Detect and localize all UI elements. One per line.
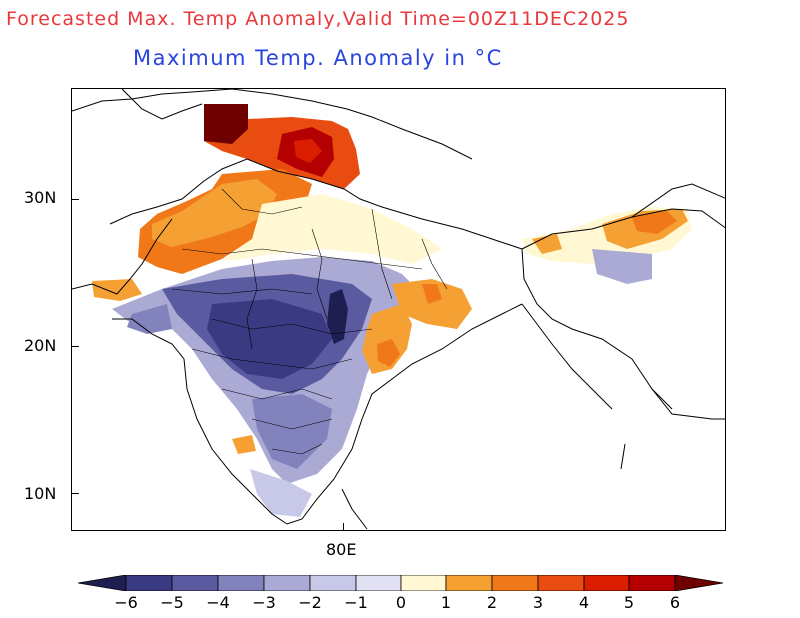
state-boundaries	[171, 188, 448, 455]
colorbar-segment	[171, 575, 219, 591]
colorbar-label: 5	[623, 593, 635, 612]
colorbar-segment	[355, 575, 402, 591]
colorbar-low-triangle	[78, 575, 127, 591]
colorbar-label: −6	[114, 593, 138, 612]
lat-tick-20n	[72, 346, 79, 347]
map-panel	[71, 88, 726, 531]
lat-tick-30n	[72, 199, 79, 200]
colorbar-label: −3	[252, 593, 276, 612]
lat-label-10n: 10N	[24, 484, 57, 503]
colorbar-label: −1	[344, 593, 368, 612]
map-subtitle: Maximum Temp. Anomaly in °C	[133, 46, 503, 70]
lon-label-80e: 80E	[326, 540, 357, 559]
colorbar-label: −5	[160, 593, 184, 612]
colorbar-label: 1	[440, 593, 452, 612]
lat-tick-10n	[72, 493, 79, 494]
colorbar-segment	[263, 575, 311, 591]
anomaly-map	[72, 89, 725, 530]
colorbar-segment	[217, 575, 265, 591]
colorbar-segment	[125, 575, 173, 591]
lat-label-20n: 20N	[24, 336, 57, 355]
colorbar-label: 6	[669, 593, 681, 612]
colorbar-segment	[491, 575, 539, 591]
map-title: Forecasted Max. Temp Anomaly,Valid Time=…	[6, 8, 630, 30]
colorbar-high-triangle	[674, 575, 723, 591]
lat-label-30n: 30N	[24, 188, 57, 207]
colorbar-label: 3	[532, 593, 544, 612]
borders	[72, 89, 725, 530]
anomaly-field	[92, 104, 692, 517]
colorbar-segment	[309, 575, 357, 591]
colorbar-segment	[628, 575, 676, 591]
lon-tick-80e	[343, 523, 344, 530]
colorbar-segment	[583, 575, 630, 591]
colorbar-segment	[400, 575, 447, 591]
colorbar-segment	[445, 575, 493, 591]
colorbar-label: −2	[298, 593, 322, 612]
colorbar-label: 4	[578, 593, 590, 612]
colorbar	[78, 575, 723, 591]
colorbar-segment	[537, 575, 585, 591]
colorbar-label: −4	[206, 593, 230, 612]
colorbar-label: 2	[486, 593, 498, 612]
colorbar-label: 0	[395, 593, 407, 612]
